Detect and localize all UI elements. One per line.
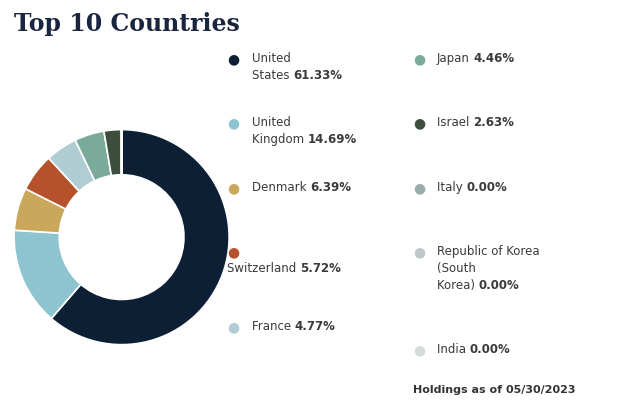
Text: United: United [252, 116, 291, 129]
Text: 61.33%: 61.33% [292, 69, 342, 82]
Text: Kingdom: Kingdom [252, 133, 307, 146]
Text: Israel: Israel [437, 116, 473, 129]
Text: 14.69%: 14.69% [307, 133, 356, 146]
Wedge shape [76, 131, 111, 181]
Wedge shape [104, 130, 122, 176]
Text: ●: ● [413, 116, 425, 131]
Text: 0.00%: 0.00% [467, 181, 508, 194]
Text: 4.77%: 4.77% [294, 320, 335, 333]
Text: 0.00%: 0.00% [479, 279, 520, 292]
Text: ●: ● [413, 343, 425, 357]
Text: Korea): Korea) [437, 279, 479, 292]
Text: 2.63%: 2.63% [473, 116, 514, 129]
Text: States: States [252, 69, 292, 82]
Text: United: United [252, 52, 291, 65]
Wedge shape [26, 158, 79, 209]
Text: Switzerland: Switzerland [227, 262, 300, 275]
Text: 5.72%: 5.72% [300, 262, 341, 275]
Text: ●: ● [227, 52, 239, 66]
Wedge shape [14, 189, 66, 233]
Wedge shape [14, 230, 81, 319]
Text: France: France [252, 320, 294, 333]
Text: (South: (South [437, 262, 476, 275]
Text: ●: ● [413, 52, 425, 66]
Text: Denmark: Denmark [252, 181, 310, 194]
Text: 6.39%: 6.39% [310, 181, 351, 194]
Wedge shape [51, 130, 229, 344]
Text: Republic of Korea: Republic of Korea [437, 245, 540, 258]
Text: ●: ● [413, 245, 425, 260]
Text: ●: ● [227, 245, 239, 260]
Text: ●: ● [227, 181, 239, 195]
Text: Holdings as of 05/30/2023: Holdings as of 05/30/2023 [413, 385, 575, 395]
Text: 4.46%: 4.46% [474, 52, 515, 65]
Text: Japan: Japan [437, 52, 474, 65]
Wedge shape [49, 140, 95, 191]
Text: Italy: Italy [437, 181, 467, 194]
Text: ●: ● [413, 181, 425, 195]
Text: ●: ● [227, 116, 239, 131]
Text: India: India [437, 343, 470, 356]
Text: 0.00%: 0.00% [470, 343, 511, 356]
Text: Top 10 Countries: Top 10 Countries [14, 12, 240, 37]
Text: ●: ● [227, 320, 239, 334]
